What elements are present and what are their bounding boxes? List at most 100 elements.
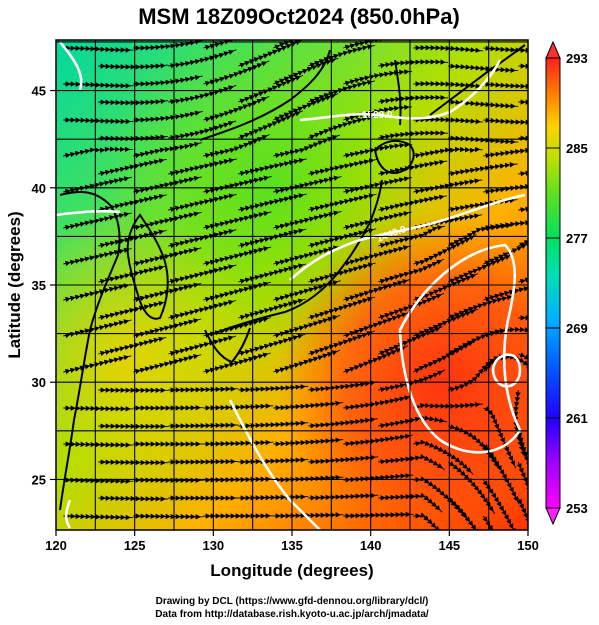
streamline: [413, 339, 476, 374]
streamline: [308, 296, 376, 320]
streamline: [448, 30, 518, 35]
x-tick-label: 135: [281, 538, 303, 553]
streamline: [588, 84, 599, 102]
contour-warm-loop: [398, 243, 522, 454]
streamline: [343, 176, 412, 195]
streamline: [588, 207, 599, 210]
streamline: [203, 439, 274, 447]
streamline: [413, 44, 484, 53]
streamline: [413, 146, 483, 159]
streamline: [168, 458, 239, 465]
streamline: [168, 386, 239, 393]
streamline: [63, 513, 134, 521]
plot-area: 1520.0 1440.0: [56, 25, 599, 567]
streamline: [588, 249, 599, 283]
y-tick-label: 30: [32, 375, 46, 390]
streamline: [448, 354, 507, 393]
streamline: [273, 175, 342, 195]
streamline: [483, 117, 528, 126]
streamline: [378, 194, 447, 213]
contour-south: [228, 399, 321, 530]
streamline: [343, 278, 411, 302]
streamline: [168, 264, 237, 285]
streamline: [378, 492, 443, 513]
streamline: [63, 45, 134, 53]
streamline: [98, 495, 169, 502]
streamline: [133, 211, 202, 231]
streamline: [238, 457, 309, 465]
streamline: [448, 99, 519, 109]
streamline: [482, 515, 517, 530]
streamline: [588, 121, 599, 138]
streamline: [63, 117, 134, 125]
streamline: [168, 299, 237, 321]
streamline: [63, 477, 134, 484]
streamline: [63, 355, 132, 375]
colorbar-tick-label: 277: [566, 231, 588, 246]
streamline: [413, 401, 483, 411]
streamline: [98, 534, 168, 535]
streamline: [203, 246, 272, 267]
streamline: [343, 345, 409, 374]
streamline: [378, 225, 446, 249]
streamline: [588, 498, 599, 567]
colorbar-top-triangle: [545, 40, 561, 59]
streamline: [98, 193, 167, 213]
x-tick-label: 120: [45, 538, 67, 553]
x-tick-label: 130: [202, 538, 224, 553]
streamline: [133, 175, 202, 195]
streamline: [413, 178, 483, 195]
colorbar-bottom-triangle: [545, 507, 561, 526]
coastline-japan-kyushu: [204, 327, 251, 364]
contour-1440: [289, 193, 526, 281]
streamline: [133, 110, 203, 123]
streamline: [588, 48, 599, 66]
streamline: [588, 390, 599, 458]
coastline-china: [59, 191, 121, 511]
height-contours: [56, 41, 526, 530]
contour-typhoon: [491, 353, 522, 388]
contour-north-left: [59, 41, 83, 91]
streamline: [308, 262, 376, 284]
streamline: [98, 134, 169, 142]
colorbar: 253 261 269 277 285 293: [545, 40, 588, 526]
streamline: [378, 415, 448, 429]
streamline: [516, 461, 528, 525]
streamline: [168, 84, 237, 105]
streamline: [168, 534, 238, 535]
y-tick-label: 25: [32, 472, 46, 487]
streamline: [133, 40, 203, 51]
colorbar-tick-label: 285: [566, 141, 588, 156]
streamline: [63, 146, 133, 159]
y-axis-ticks: 25 30 35 40 45: [32, 84, 56, 487]
streamline: [308, 380, 378, 393]
coastline-hokkaido: [373, 139, 415, 174]
streamline: [343, 211, 412, 231]
contour-southwest: [64, 499, 72, 529]
streamline: [238, 193, 307, 213]
y-tick-label: 45: [32, 84, 46, 99]
streamline: [168, 422, 239, 429]
streamline: [63, 211, 132, 231]
streamline: [483, 146, 528, 159]
streamline: [343, 511, 414, 519]
streamline: [343, 395, 413, 411]
streamline: [168, 158, 237, 177]
streamline: [308, 193, 377, 213]
streamline: [98, 336, 167, 357]
streamline: [98, 98, 169, 106]
coastline-japan-honshu: [209, 179, 383, 336]
x-tick-label: 150: [517, 538, 539, 553]
streamline: [308, 158, 377, 177]
streamline: [518, 25, 588, 30]
x-tick-label: 145: [438, 538, 460, 553]
streamline: [63, 81, 134, 89]
coastline-korea: [126, 213, 169, 320]
streamline: [588, 170, 599, 175]
contour-label-1520: 1520.0: [362, 110, 393, 121]
streamline: [378, 94, 449, 105]
streamline: [98, 459, 169, 466]
x-tick-label: 140: [360, 538, 382, 553]
y-tick-label: 35: [32, 278, 46, 293]
